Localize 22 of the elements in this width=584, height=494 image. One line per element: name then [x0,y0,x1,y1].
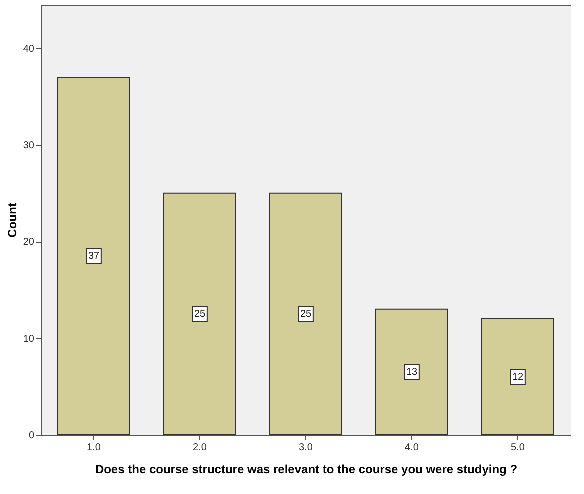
data-label: 37 [88,251,100,262]
data-label: 13 [406,367,418,378]
bar [376,308,448,436]
bar [482,318,554,436]
y-tick-label: 0 [28,430,35,442]
y-tick-label: 10 [23,334,35,345]
bar [164,192,236,436]
x-axis-title: Does the course structure was relevant to the course you were studying ? [95,462,518,476]
y-tick-label: 30 [23,140,35,152]
data-label: 25 [194,309,206,320]
x-tick-label: 3.0 [299,442,314,454]
y-axis-title: Count [5,203,20,238]
y-tick-label: 40 [23,44,35,55]
data-label: 12 [512,372,524,384]
bar [58,76,130,436]
x-tick-label: 5.0 [511,442,526,454]
y-tick-label: 20 [23,237,35,248]
x-tick-label: 1.0 [87,442,102,454]
x-tick-label: 4.0 [405,442,420,454]
bar [270,192,342,436]
data-label: 25 [300,309,312,320]
x-tick-label: 2.0 [193,442,208,454]
